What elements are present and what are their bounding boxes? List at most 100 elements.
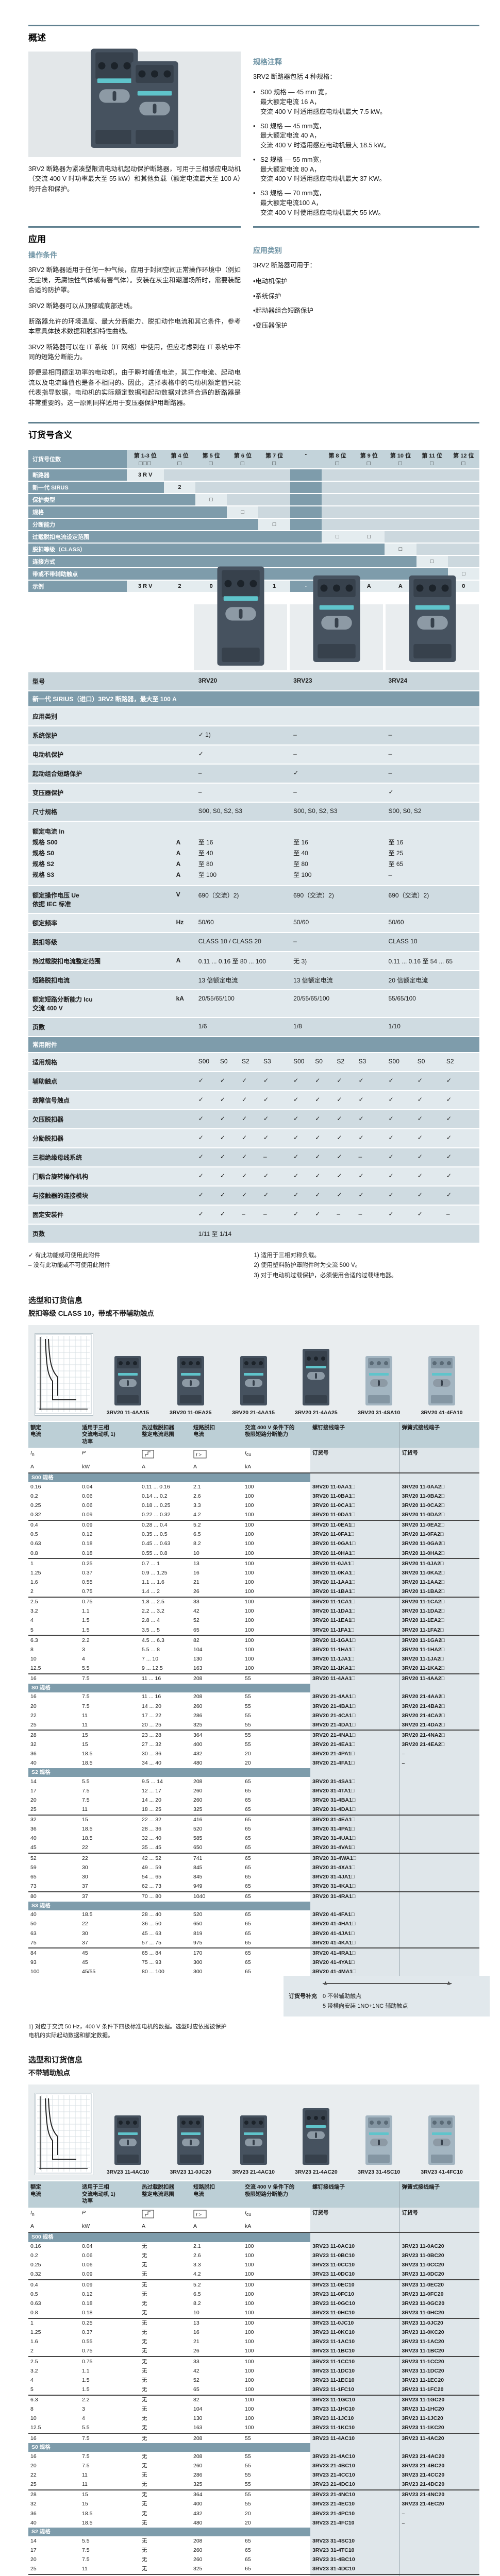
data-cell: 无 [142, 2537, 147, 2544]
comparison-value: – [384, 764, 479, 783]
data-cell: 0.2 [30, 2252, 38, 2259]
data-cell: 208 [193, 1693, 203, 1700]
order-code-empty-cell [353, 518, 385, 530]
data-cell: 15 [82, 1741, 88, 1748]
order-code-empty-cell [195, 481, 227, 493]
order-number: 3RV23 11-0JC20 [399, 2317, 479, 2328]
data-cell: 2.1 [193, 1483, 201, 1490]
check-row: ✓ ✓ ✓ ✓ [293, 1191, 380, 1198]
digit-position-label: 第 5 位 [202, 452, 220, 459]
order-number: 3RV20 31-4RA1□ [310, 1891, 399, 1902]
comparison-check-cell: ✓ ✓ ✓ ✓ [194, 1167, 290, 1185]
unit-cell: V [172, 886, 194, 913]
data-cell: 10 [193, 2309, 199, 2316]
data-cell: 100 [245, 1531, 254, 1538]
data-cell: 100 [245, 1540, 254, 1547]
suffix-connector-line [323, 1982, 452, 1984]
strip-device-label: 3RV20 11-4AA15 [106, 1409, 149, 1416]
comparison-band: 新一代 SIRIUS（进口）3RV2 断路器，最大至 100 A [28, 691, 479, 706]
order-number: 3RV20 11-1KA1□ [310, 1664, 399, 1674]
quantity-symbol: In [30, 1450, 35, 1458]
order-number: 3RV20 31-4EA1□ [310, 1814, 399, 1825]
order-number: 3RV23 11-1KC10 [310, 2423, 399, 2434]
check-mark: ✓ [241, 1114, 247, 1122]
order-code-value: A [385, 580, 416, 592]
data-cell: 0.25 [80, 1558, 140, 1569]
data-cell: 1.5 [82, 1617, 90, 1624]
check-mark: ✓ [337, 1114, 342, 1122]
data-cell: 0.06 [82, 1502, 93, 1509]
data-cell: 20 [245, 1760, 251, 1767]
check-mark: S00 [293, 1057, 305, 1065]
data-cell: 0.5 [30, 1531, 38, 1538]
row-sub-label: 规格 S2 [32, 860, 55, 868]
data-cell: 208 [193, 2537, 203, 2544]
order-code-empty-cell [163, 469, 196, 481]
selection-heading: 选型和订货信息 [28, 2055, 83, 2064]
data-cell: 325 [193, 1806, 203, 1812]
data-cell: 40 [30, 1835, 37, 1842]
check-mark: S2 [337, 1057, 345, 1065]
comparison-row-label: 系统保护 [28, 726, 172, 744]
category-bullet: • 电动机保护 [253, 277, 479, 286]
breaker-photo [409, 575, 456, 662]
data-cell: 20 [245, 1751, 251, 1757]
order-number-label: 订货号 [402, 2209, 419, 2216]
data-cell: 100 [245, 1626, 254, 1633]
bullet-dot: • [253, 190, 256, 197]
order-code-empty-cell [290, 518, 322, 530]
value-line: 至 16 [198, 838, 213, 846]
order-code-digit-header: 第 6 位 □ [227, 449, 259, 468]
order-number: – [399, 2509, 479, 2519]
comparison-value: 至 16 至 40 至 80 至 100 [289, 821, 385, 885]
order-number [399, 1872, 479, 1882]
selection-heading: 选型和订货信息 [28, 1296, 83, 1305]
value-line: 至 16 [293, 838, 308, 846]
order-code-empty-cell [258, 481, 290, 493]
order-number [399, 2546, 479, 2555]
data-cell: 2.5 [28, 1596, 80, 1607]
comparison-value: S00, S0, S2, S3 [289, 802, 385, 821]
check-mark: ✓ [446, 1133, 452, 1141]
order-number: 3RV23 31-4EC10 [310, 2573, 399, 2576]
data-cell: 10 [193, 1550, 199, 1556]
data-cell: 65 [245, 1835, 251, 1842]
order-number: – [399, 1749, 479, 1759]
data-cell: 84 [28, 1947, 80, 1958]
data-cell: 55 [245, 2481, 251, 2488]
order-number: 3RV20 11-1DA2□ [399, 1606, 479, 1616]
data-cell: 208 [193, 2453, 203, 2460]
spacer [176, 826, 190, 837]
unit-cell [399, 1462, 479, 1474]
data-cell: 0.37 [82, 2329, 93, 2336]
data-cell: 4.5 ... 6.3 [140, 1635, 191, 1646]
comparison-row-label: 型号 [28, 672, 172, 690]
order-number: 3RV23 11-0AC20 [399, 2242, 479, 2251]
order-number: 3RV20 11-4AA2□ [399, 1673, 479, 1684]
check-mark: ✓ [220, 1172, 225, 1179]
data-cell: 7.5 [82, 1797, 90, 1803]
data-cell: 819 [193, 1930, 203, 1937]
data-cell: 0.11 ... 0.16 [142, 1483, 170, 1490]
data-cell: 2.2 ... 3.2 [142, 1608, 164, 1615]
data-cell: 0.25 [30, 1502, 41, 1509]
order-number [399, 1958, 479, 1968]
comparison-value: 1/6 [194, 1018, 290, 1036]
data-cell: 741 [191, 1853, 243, 1863]
data-cell: 55 [245, 2501, 251, 2507]
data-cell: 32 [28, 2573, 80, 2576]
order-number: 3RV20 11-0JA1□ [310, 1558, 399, 1569]
comparison-check-cell: ✓ ✓ – – [289, 1205, 385, 1224]
check-row: ✓ ✓ ✓ [389, 1077, 475, 1084]
check-row: ✓ ✓ ✓ ✓ [198, 1172, 285, 1179]
order-code-row-label: 断路器 [28, 469, 127, 481]
order-code-header-label: 订货号位数 [28, 449, 127, 468]
order-number [399, 1805, 479, 1815]
data-cell: 1.5 [82, 2377, 90, 2383]
order-number: 3RV20 11-1BA2□ [399, 1587, 479, 1597]
strip-device-label: 3RV23 21-4AC10 [232, 2168, 275, 2175]
check-mark: ✓ [446, 1076, 452, 1084]
data-cell: 18.5 [82, 1760, 93, 1767]
size-band: S0 规格 [28, 2443, 310, 2452]
comparison-band: 常用附件 [28, 1037, 479, 1052]
